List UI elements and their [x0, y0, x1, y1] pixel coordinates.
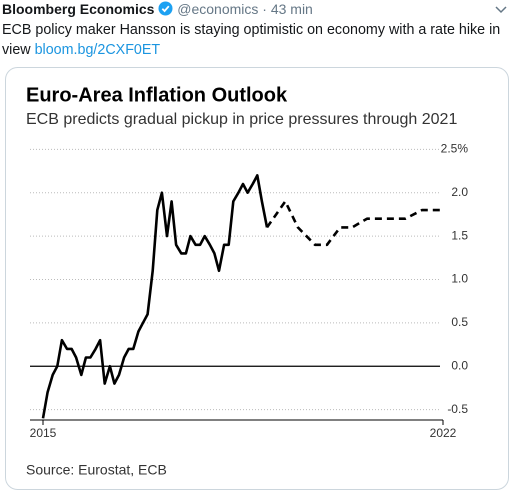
y-tick-label: 2.0 [451, 185, 468, 199]
x-tick-label: 2022 [430, 426, 457, 440]
author[interactable]: Bloomberg Economics [2, 1, 155, 17]
series-line [265, 200, 441, 247]
tweet-header: Bloomberg Economics @economics · 43 min [2, 1, 313, 17]
x-tick-label: 2015 [30, 426, 57, 440]
chart-title: Euro-Area Inflation Outlook [26, 84, 288, 106]
y-tick-label: 1.5 [451, 228, 468, 242]
text: ECB policy maker Hansson is staying opti… [2, 22, 501, 58]
card [5, 67, 509, 490]
y-tick-label: 2.5% [441, 142, 469, 156]
source: Source: Eurostat, ECB [26, 462, 167, 478]
link[interactable]: bloom.bg/2CXF0ET [34, 42, 161, 58]
verified-badge [158, 1, 173, 16]
y-tick-label: -0.5 [447, 402, 468, 416]
y-tick-label: 1.0 [451, 272, 468, 286]
handle-time[interactable]: @economics · 43 min [177, 1, 313, 17]
tweet-text: ECB policy maker Hansson is staying opti… [2, 20, 502, 60]
y-tick-label: 0.5 [451, 315, 468, 329]
y-tick-label: 0.0 [451, 358, 468, 372]
chart-subtitle: ECB predicts gradual pickup in price pre… [26, 111, 457, 128]
menu-chevron[interactable] [494, 4, 508, 16]
series-line [41, 174, 269, 419]
